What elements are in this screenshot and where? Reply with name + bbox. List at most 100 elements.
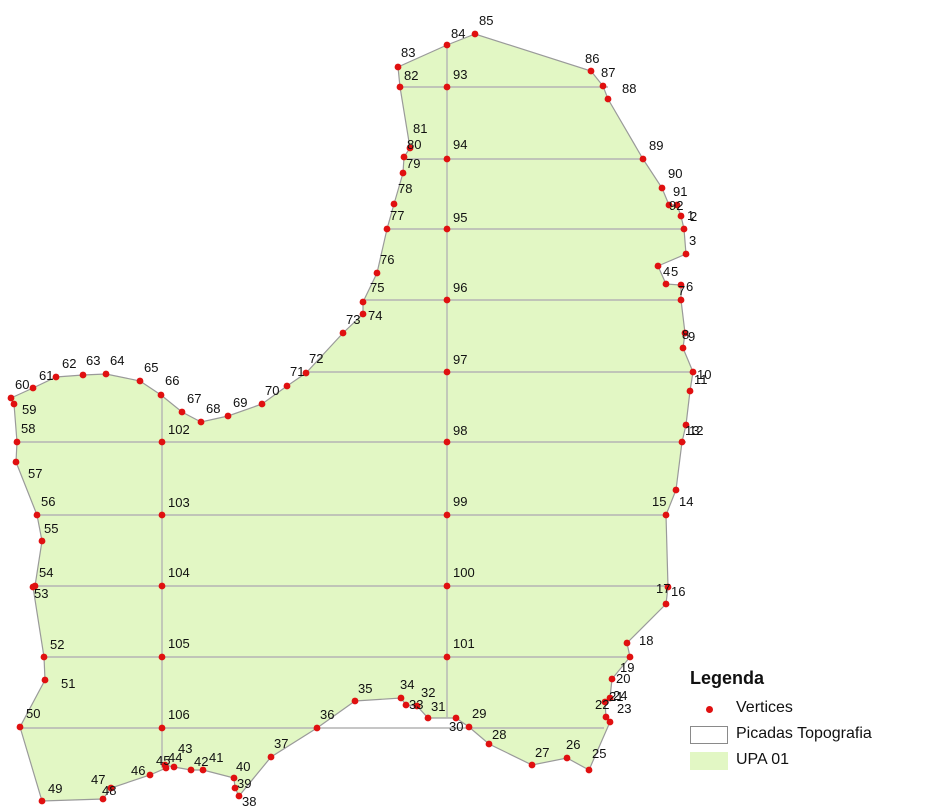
- vertex-point: [339, 329, 347, 337]
- vertex-point: [302, 369, 310, 377]
- vertex-point: [443, 438, 451, 446]
- vertex-label: 94: [453, 137, 467, 152]
- vertex-label: 41: [209, 750, 223, 765]
- vertex-point: [443, 582, 451, 590]
- vertex-point: [679, 344, 687, 352]
- vertex-point: [158, 582, 166, 590]
- vertex-point: [587, 67, 595, 75]
- vertex-point: [158, 511, 166, 519]
- vertex-point: [673, 201, 681, 209]
- vertex-label: 37: [274, 736, 288, 751]
- vertex-label: 59: [22, 402, 36, 417]
- vertex-label: 95: [453, 210, 467, 225]
- vertex-label: 32: [421, 685, 435, 700]
- vertex-label: 24: [613, 688, 627, 703]
- vertex-label: 19: [620, 660, 634, 675]
- vertex-point: [283, 382, 291, 390]
- vertex-label: 22: [595, 697, 609, 712]
- vertex-label: 90: [668, 166, 682, 181]
- vertex-point: [424, 714, 432, 722]
- vertex-label: 78: [398, 181, 412, 196]
- vertex-label: 40: [236, 759, 250, 774]
- vertex-label: 25: [592, 746, 606, 761]
- vertex-label: 42: [194, 754, 208, 769]
- vertex-point: [16, 723, 24, 731]
- vertex-label: 92: [669, 198, 683, 213]
- vertex-label: 48: [102, 783, 116, 798]
- vertex-label: 68: [206, 401, 220, 416]
- vertex-label: 87: [601, 65, 615, 80]
- vertex-point: [394, 63, 402, 71]
- vertex-label: 9: [688, 329, 695, 344]
- vertex-label: 5: [671, 264, 678, 279]
- vertex-label: 82: [404, 68, 418, 83]
- vertex-label: 89: [649, 138, 663, 153]
- legend: Legenda Vertices Picadas Topografia UPA …: [690, 668, 925, 775]
- vertex-label: 20: [616, 671, 630, 686]
- vertex-point: [146, 771, 154, 779]
- vertex-point: [162, 764, 170, 772]
- vertex-point: [373, 269, 381, 277]
- vertex-label: 74: [368, 308, 382, 323]
- vertex-label: 35: [358, 681, 372, 696]
- vertex-point: [158, 724, 166, 732]
- vertex-label: 93: [453, 67, 467, 82]
- vertex-label: 6: [686, 279, 693, 294]
- legend-label: Vertices: [736, 699, 793, 716]
- vertex-point: [662, 511, 670, 519]
- vertex-label: 85: [479, 13, 493, 28]
- vertex-point: [33, 511, 41, 519]
- vertex-label: 79: [406, 156, 420, 171]
- vertex-point: [406, 144, 414, 152]
- vertex-label: 73: [346, 312, 360, 327]
- vertex-point: [10, 400, 18, 408]
- vertex-point: [689, 368, 697, 376]
- vertex-point: [443, 83, 451, 91]
- vertex-label: 30: [449, 719, 463, 734]
- legend-item-upa: UPA 01: [690, 749, 925, 775]
- vertex-label: 34: [400, 677, 414, 692]
- vertex-label: 100: [453, 565, 475, 580]
- vertex-point: [7, 394, 15, 402]
- vertex-point: [604, 95, 612, 103]
- vertex-label: 58: [21, 421, 35, 436]
- vertex-point: [443, 225, 451, 233]
- vertex-label: 3: [689, 233, 696, 248]
- vertex-label: 86: [585, 51, 599, 66]
- vertex-point: [399, 169, 407, 177]
- vertex-point: [608, 675, 616, 683]
- vertex-point: [623, 639, 631, 647]
- vertex-point: [107, 784, 115, 792]
- vertex-point: [443, 41, 451, 49]
- vertex-point: [258, 400, 266, 408]
- vertex-label: 45: [156, 753, 170, 768]
- vertex-point: [102, 370, 110, 378]
- vertex-label: 105: [168, 636, 190, 651]
- vertex-label: 96: [453, 280, 467, 295]
- vertex-point: [396, 83, 404, 91]
- vertex-point: [313, 724, 321, 732]
- vertex-point: [664, 583, 672, 591]
- vertex-point: [677, 296, 685, 304]
- vertex-label: 52: [50, 637, 64, 652]
- vertex-point: [267, 753, 275, 761]
- vertex-dot-icon: [690, 700, 728, 718]
- vertex-label: 65: [144, 360, 158, 375]
- vertex-label: 81: [413, 121, 427, 136]
- vertex-point: [665, 201, 673, 209]
- vertex-point: [52, 373, 60, 381]
- vertex-point: [602, 713, 610, 721]
- vertex-label: 66: [165, 373, 179, 388]
- vertex-layer: [7, 30, 697, 805]
- vertex-point: [686, 387, 694, 395]
- vertex-label: 62: [62, 356, 76, 371]
- vertex-label: 67: [187, 391, 201, 406]
- vertex-point: [400, 153, 408, 161]
- vertex-point: [157, 391, 165, 399]
- vertex-label: 28: [492, 727, 506, 742]
- vertex-point: [170, 763, 178, 771]
- vertex-point: [678, 438, 686, 446]
- vertex-label: 26: [566, 737, 580, 752]
- vertex-label: 49: [48, 781, 62, 796]
- vertex-point: [38, 537, 46, 545]
